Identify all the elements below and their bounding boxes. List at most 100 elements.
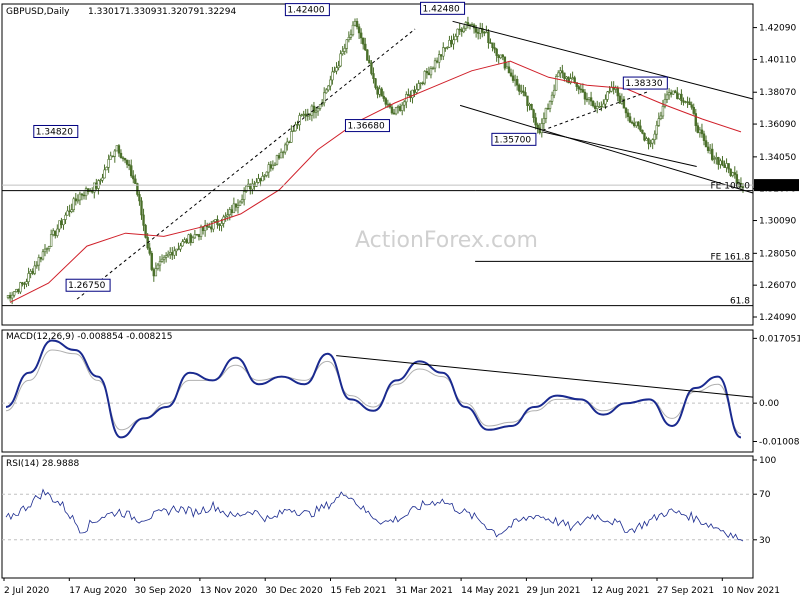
candle-body	[579, 88, 583, 91]
candle-body	[169, 252, 172, 255]
candle-body	[236, 205, 240, 208]
candle-body	[672, 90, 675, 95]
rsi-line	[5, 488, 744, 542]
x-tick-label: 30 Sep 2020	[135, 586, 192, 596]
candle-body	[6, 295, 10, 298]
candle-body	[575, 82, 578, 87]
candle-body	[279, 151, 283, 159]
candle-body	[552, 89, 556, 96]
candle-body	[544, 107, 548, 119]
candle-body	[398, 106, 402, 111]
candle-body	[655, 125, 658, 135]
candle-body	[49, 234, 53, 247]
price-annotation-box	[284, 3, 330, 17]
candle-body	[663, 99, 667, 107]
candle-body	[721, 160, 724, 166]
candle-body	[491, 42, 494, 48]
candle-body	[419, 82, 422, 85]
candle-body	[669, 92, 673, 95]
price-annotation-label: 1.36680	[347, 122, 384, 132]
macd-y-tick-label: -0.010087	[759, 437, 800, 447]
candle-body	[622, 98, 626, 109]
last-price-box	[754, 179, 799, 192]
fib-level-label: FE 161.8	[711, 252, 751, 262]
price-annotation-label: 1.35700	[494, 135, 531, 145]
candle-body	[528, 103, 531, 106]
candle-body	[614, 87, 617, 90]
candle-body	[507, 66, 511, 74]
candle-body	[661, 105, 665, 117]
candle-body	[657, 118, 661, 126]
candle-body	[723, 164, 726, 168]
y-tick-label: 1.42090	[759, 24, 796, 34]
candle-body	[713, 158, 716, 160]
candle-body	[604, 99, 607, 105]
candle-body	[446, 46, 449, 49]
rsi-y-tick-label: 70	[759, 490, 771, 500]
candle-body	[524, 92, 527, 97]
candles	[6, 16, 745, 305]
candle-body	[616, 87, 619, 97]
candle-body	[505, 66, 509, 69]
candle-body	[667, 92, 671, 96]
candle-body	[413, 89, 416, 93]
candle-body	[626, 112, 630, 117]
candle-body	[581, 89, 585, 93]
candle-body	[195, 234, 199, 236]
candle-body	[281, 151, 285, 154]
candle-body	[37, 257, 41, 266]
candle-body	[591, 100, 595, 107]
candle-body	[630, 122, 634, 124]
candle-body	[54, 230, 57, 236]
candle-body	[191, 237, 195, 243]
candle-body	[179, 245, 182, 250]
candle-body	[509, 72, 513, 77]
candle-body	[717, 157, 720, 165]
candle-body	[394, 106, 398, 115]
candle-body	[495, 48, 498, 56]
trendline-dashed-support	[76, 28, 416, 300]
candle-body	[199, 226, 203, 237]
candle-body	[160, 258, 164, 262]
candle-body	[111, 155, 114, 157]
candle-body	[164, 255, 168, 258]
candle-body	[107, 159, 110, 168]
candle-body	[62, 219, 65, 226]
candle-body	[134, 178, 137, 184]
candle-body	[530, 103, 533, 111]
y-tick-label: 1.24090	[759, 313, 796, 323]
candle-body	[376, 87, 379, 95]
ohlc-high: 1.33093	[125, 7, 162, 17]
candle-body	[296, 124, 299, 126]
rsi-y-tick-label: 100	[759, 456, 776, 466]
candle-body	[275, 155, 279, 165]
x-tick-label: 15 Feb 2021	[331, 586, 387, 596]
candle-body	[417, 83, 420, 90]
candle-body	[117, 145, 121, 154]
candle-body	[33, 265, 36, 274]
candle-body	[497, 55, 500, 59]
candle-body	[437, 54, 441, 63]
candle-body	[384, 98, 387, 105]
candle-body	[230, 209, 234, 214]
y-tick-label: 1.26070	[759, 281, 796, 291]
candle-body	[329, 79, 332, 87]
candle-body	[678, 93, 681, 99]
candle-body	[187, 234, 190, 244]
candle-body	[378, 88, 381, 95]
candle-body	[41, 251, 45, 260]
candle-body	[66, 210, 69, 216]
candle-body	[460, 29, 463, 32]
price-annotation-box	[344, 119, 390, 133]
price-annotation-box	[420, 1, 466, 15]
candle-body	[435, 60, 439, 63]
candle-body	[343, 48, 346, 52]
candle-body	[177, 248, 180, 251]
candle-body	[142, 214, 145, 226]
candle-body	[511, 75, 515, 81]
candle-body	[639, 125, 642, 131]
candle-body	[374, 78, 377, 88]
x-axis: 2 Jul 2020 17 Aug 2020 30 Sep 2020 13 Nov 2…	[3, 578, 780, 596]
candle-body	[520, 90, 523, 93]
candle-body	[423, 71, 426, 84]
